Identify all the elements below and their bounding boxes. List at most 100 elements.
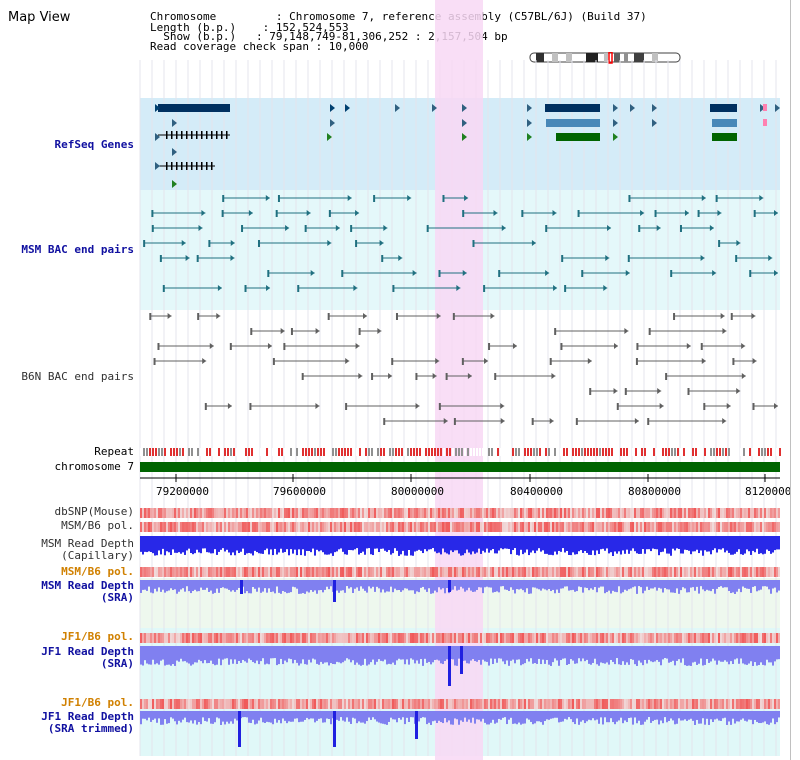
polymorphism-bin <box>180 633 182 643</box>
bac-end <box>625 270 630 276</box>
track-label-jf1-pol-1[interactable]: JF1/B6 pol. <box>61 630 134 643</box>
track-label-msm-depth-cap[interactable]: MSM Read Depth <box>41 537 134 550</box>
polymorphism-bin <box>694 633 696 643</box>
polymorphism-bin <box>622 522 624 532</box>
track-label-msm-bac[interactable]: MSM BAC end pairs <box>21 243 134 256</box>
read-depth-bin <box>332 536 334 556</box>
polymorphism-bin <box>542 699 544 709</box>
polymorphism-bin <box>768 633 770 643</box>
read-depth-bin <box>422 536 424 554</box>
read-depth-bin <box>254 646 256 664</box>
read-depth-bin <box>446 580 448 589</box>
read-depth-bin <box>220 646 222 666</box>
read-depth-bin <box>582 580 584 593</box>
read-depth-bin <box>716 711 718 719</box>
polymorphism-bin <box>424 508 426 518</box>
read-depth-bin <box>272 711 274 725</box>
polymorphism-bin <box>144 567 146 577</box>
polymorphism-bin <box>466 633 468 643</box>
polymorphism-bin <box>178 567 180 577</box>
polymorphism-bin <box>502 522 504 532</box>
polymorphism-bin <box>500 633 502 643</box>
polymorphism-bin <box>620 699 622 709</box>
polymorphism-bin <box>224 699 226 709</box>
repeat-feature <box>725 448 727 456</box>
repeat-feature <box>527 448 529 456</box>
read-depth-bin <box>246 580 248 592</box>
read-depth-bin <box>316 580 318 594</box>
track-label-refseq[interactable]: RefSeq Genes <box>54 138 134 151</box>
polymorphism-bin <box>724 567 726 577</box>
bac-end <box>350 225 353 232</box>
read-depth-bin <box>564 711 566 719</box>
read-depth-bin <box>718 711 720 721</box>
track-label-msm-pol-1[interactable]: MSM/B6 pol. <box>61 519 134 532</box>
chromosome-ideogram[interactable] <box>528 52 684 64</box>
polymorphism-bin <box>324 522 326 532</box>
read-depth-bin <box>248 580 250 594</box>
read-depth-bin <box>736 536 738 552</box>
read-depth-bin <box>240 646 242 663</box>
bac-end <box>774 270 778 276</box>
polymorphism-bin <box>410 522 412 532</box>
gene-exon <box>191 162 193 170</box>
polymorphism-bin <box>708 633 710 643</box>
track-label-b6n-bac[interactable]: B6N BAC end pairs <box>21 370 134 383</box>
polymorphism-bin <box>406 567 408 577</box>
read-depth-bin <box>298 646 300 666</box>
track-label-jf1-depth-sra[interactable]: JF1 Read Depth <box>41 645 134 658</box>
polymorphism-bin <box>600 508 602 518</box>
read-depth-bin <box>454 711 456 719</box>
track-label-msm-pol-2[interactable]: MSM/B6 pol. <box>61 565 134 578</box>
polymorphism-bin <box>428 699 430 709</box>
read-depth-bin <box>144 646 146 661</box>
track-label-dbsnp[interactable]: dbSNP(Mouse) <box>54 505 134 518</box>
scrollbar[interactable] <box>790 0 800 760</box>
bac-end <box>635 358 638 365</box>
polymorphism-bin <box>550 633 552 643</box>
polymorphism-bin <box>336 508 338 518</box>
polymorphism-bin <box>458 508 460 518</box>
read-depth-bin <box>572 536 574 553</box>
read-depth-bin <box>508 580 510 592</box>
read-depth-bin <box>470 646 472 661</box>
polymorphism-bin <box>706 522 708 532</box>
polymorphism-bin <box>294 699 296 709</box>
repeat-feature <box>533 448 535 456</box>
polymorphism-bin <box>536 699 538 709</box>
read-depth-bin <box>522 536 524 555</box>
polymorphism-bin <box>220 567 222 577</box>
read-depth-bin <box>298 536 300 550</box>
polymorphism-bin <box>294 633 296 643</box>
repeat-feature <box>593 448 595 456</box>
read-depth-bin <box>724 580 726 588</box>
read-depth-bin <box>708 711 710 725</box>
track-label-msm-depth-sra[interactable]: MSM Read Depth <box>41 579 134 592</box>
track-label-jf1-pol-2[interactable]: JF1/B6 pol. <box>61 696 134 709</box>
polymorphism-bin <box>570 699 572 709</box>
polymorphism-bin <box>368 508 370 518</box>
read-depth-bin <box>320 580 322 591</box>
polymorphism-bin <box>154 699 156 709</box>
bac-end <box>241 225 244 232</box>
read-depth-bin <box>574 711 576 725</box>
polymorphism-bin <box>346 508 348 518</box>
gene-direction-marker <box>432 104 437 112</box>
gene-direction-marker <box>652 104 657 112</box>
repeat-feature <box>260 448 262 456</box>
bac-end <box>627 255 630 262</box>
track-label-jf1-depth-trim[interactable]: JF1 Read Depth <box>41 710 134 723</box>
read-depth-bin <box>762 580 764 587</box>
read-depth-bin <box>258 646 260 665</box>
polymorphism-bin <box>672 508 674 518</box>
read-depth-bin <box>412 536 414 556</box>
bac-end <box>198 225 203 231</box>
polymorphism-bin <box>624 567 626 577</box>
polymorphism-bin <box>266 522 268 532</box>
polymorphism-bin <box>618 633 620 643</box>
bac-end <box>371 373 374 380</box>
polymorphism-bin <box>506 567 508 577</box>
read-depth-bin <box>498 536 500 551</box>
read-depth-bin <box>218 580 220 593</box>
